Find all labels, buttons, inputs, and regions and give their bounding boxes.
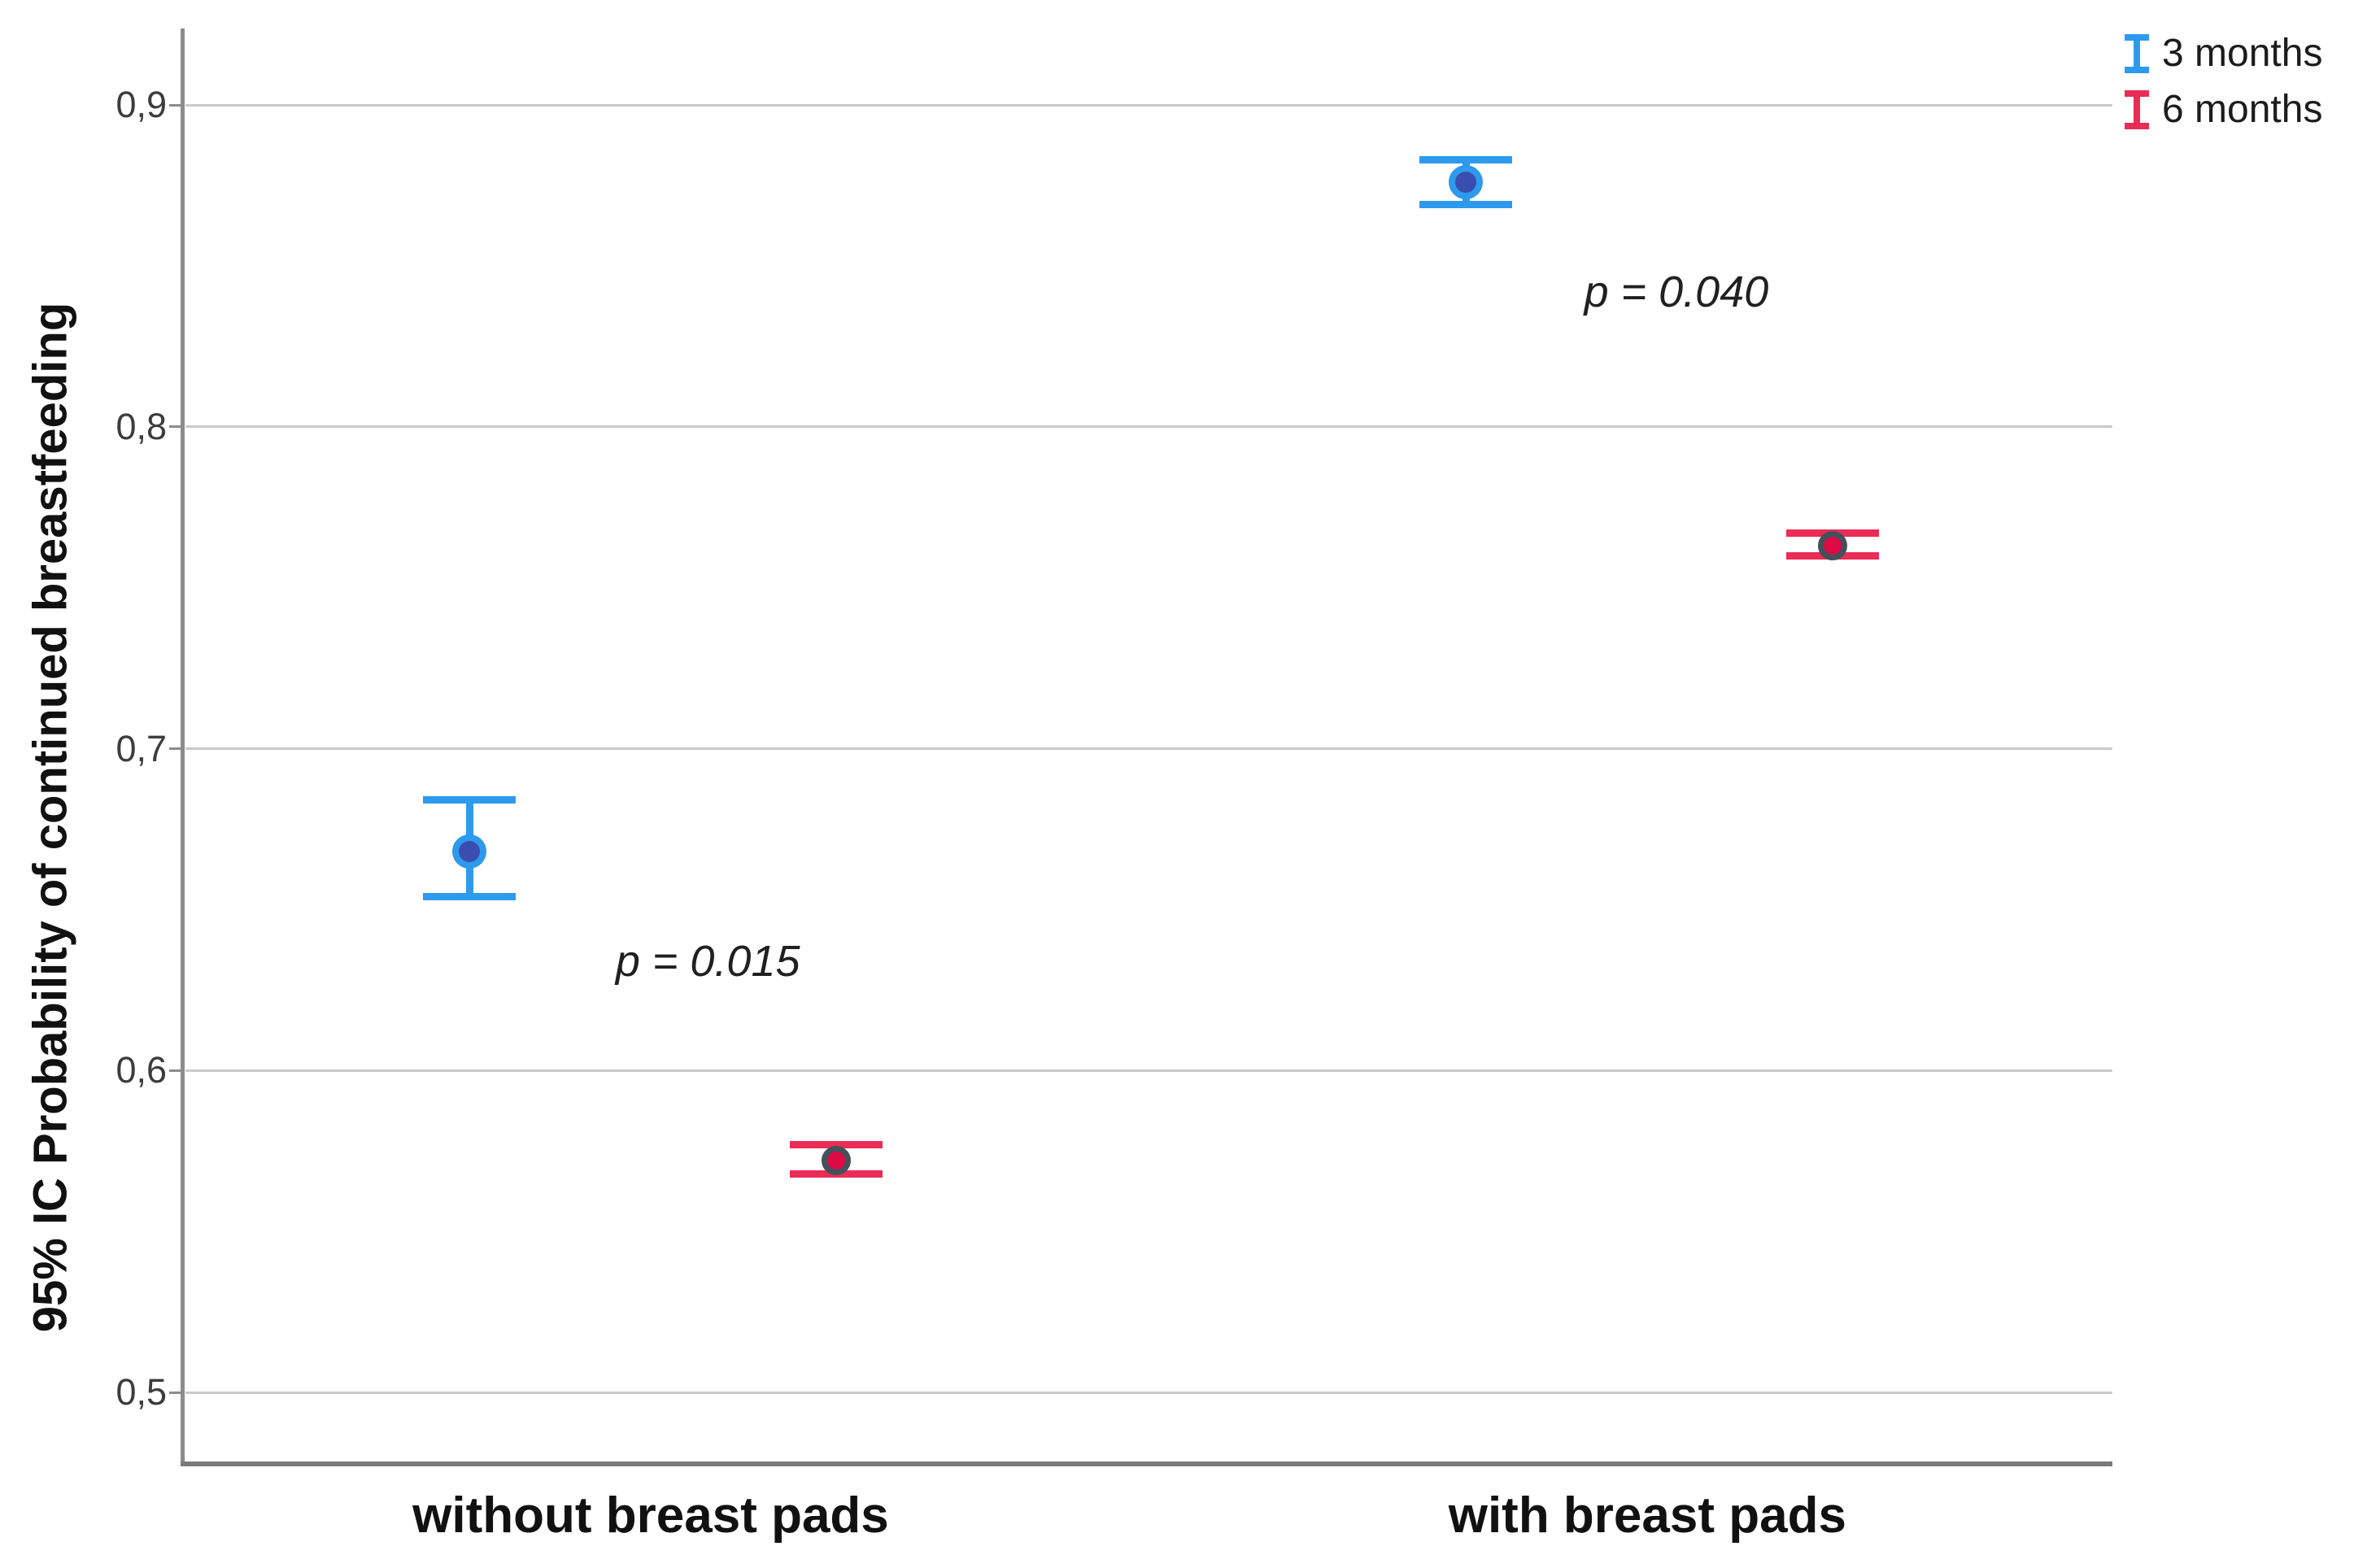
gridline-0,8 xyxy=(185,425,2112,429)
errorbar-cap-high-3-months-with-breast-pads xyxy=(1419,155,1513,163)
errorbar-cap-high-6-months-without-breast-pads xyxy=(789,1140,883,1148)
y-tick-label-0,5: 0,5 xyxy=(116,1371,167,1413)
y-axis-line xyxy=(181,28,185,1466)
errorbar-cap-high-3-months-without-breast-pads xyxy=(423,796,516,804)
errorbar-cap-low-3-months-with-breast-pads xyxy=(1419,201,1513,209)
legend-item-6-months: 6 months xyxy=(2125,87,2322,132)
p-value-annotation-without-breast-pads: p = 0.015 xyxy=(615,936,800,986)
y-tick-0,6 xyxy=(169,1069,181,1072)
y-tick-0,7 xyxy=(169,747,181,751)
y-tick-0,5 xyxy=(169,1391,181,1394)
errorbar-6-months-icon xyxy=(2125,89,2149,129)
gridline-0,5 xyxy=(185,1391,2112,1394)
gridline-0,7 xyxy=(185,747,2112,751)
marker-3-months-without-breast-pads xyxy=(452,834,486,869)
gridline-0,6 xyxy=(185,1069,2112,1072)
marker-3-months-with-breast-pads xyxy=(1449,165,1484,200)
marker-6-months-with-breast-pads xyxy=(1818,531,1848,561)
y-tick-label-0,9: 0,9 xyxy=(116,84,167,126)
errorbar-cap-low-3-months-without-breast-pads xyxy=(423,893,516,901)
legend-label-6-months: 6 months xyxy=(2162,88,2323,131)
legend-label-3-months: 3 months xyxy=(2162,32,2323,75)
p-value-annotation-with-breast-pads: p = 0.040 xyxy=(1584,267,1769,316)
x-axis-label-without-breast-pads: without breast pads xyxy=(412,1487,889,1544)
y-axis-title: 95% IC Probability of continued breastfe… xyxy=(24,302,77,1333)
y-tick-0,8 xyxy=(169,425,181,429)
y-tick-label-0,8: 0,8 xyxy=(116,405,167,447)
legend: 3 months 6 months xyxy=(2125,31,2322,132)
x-axis-line xyxy=(181,1461,2112,1466)
legend-item-3-months: 3 months xyxy=(2125,31,2322,76)
y-tick-label-0,6: 0,6 xyxy=(116,1049,167,1091)
x-axis-label-with-breast-pads: with breast pads xyxy=(1448,1487,1846,1544)
marker-6-months-without-breast-pads xyxy=(821,1146,851,1176)
errorbar-3-months-icon xyxy=(2125,33,2149,73)
gridline-0,9 xyxy=(185,103,2112,107)
y-tick-label-0,7: 0,7 xyxy=(116,727,167,769)
y-tick-0,9 xyxy=(169,103,181,107)
